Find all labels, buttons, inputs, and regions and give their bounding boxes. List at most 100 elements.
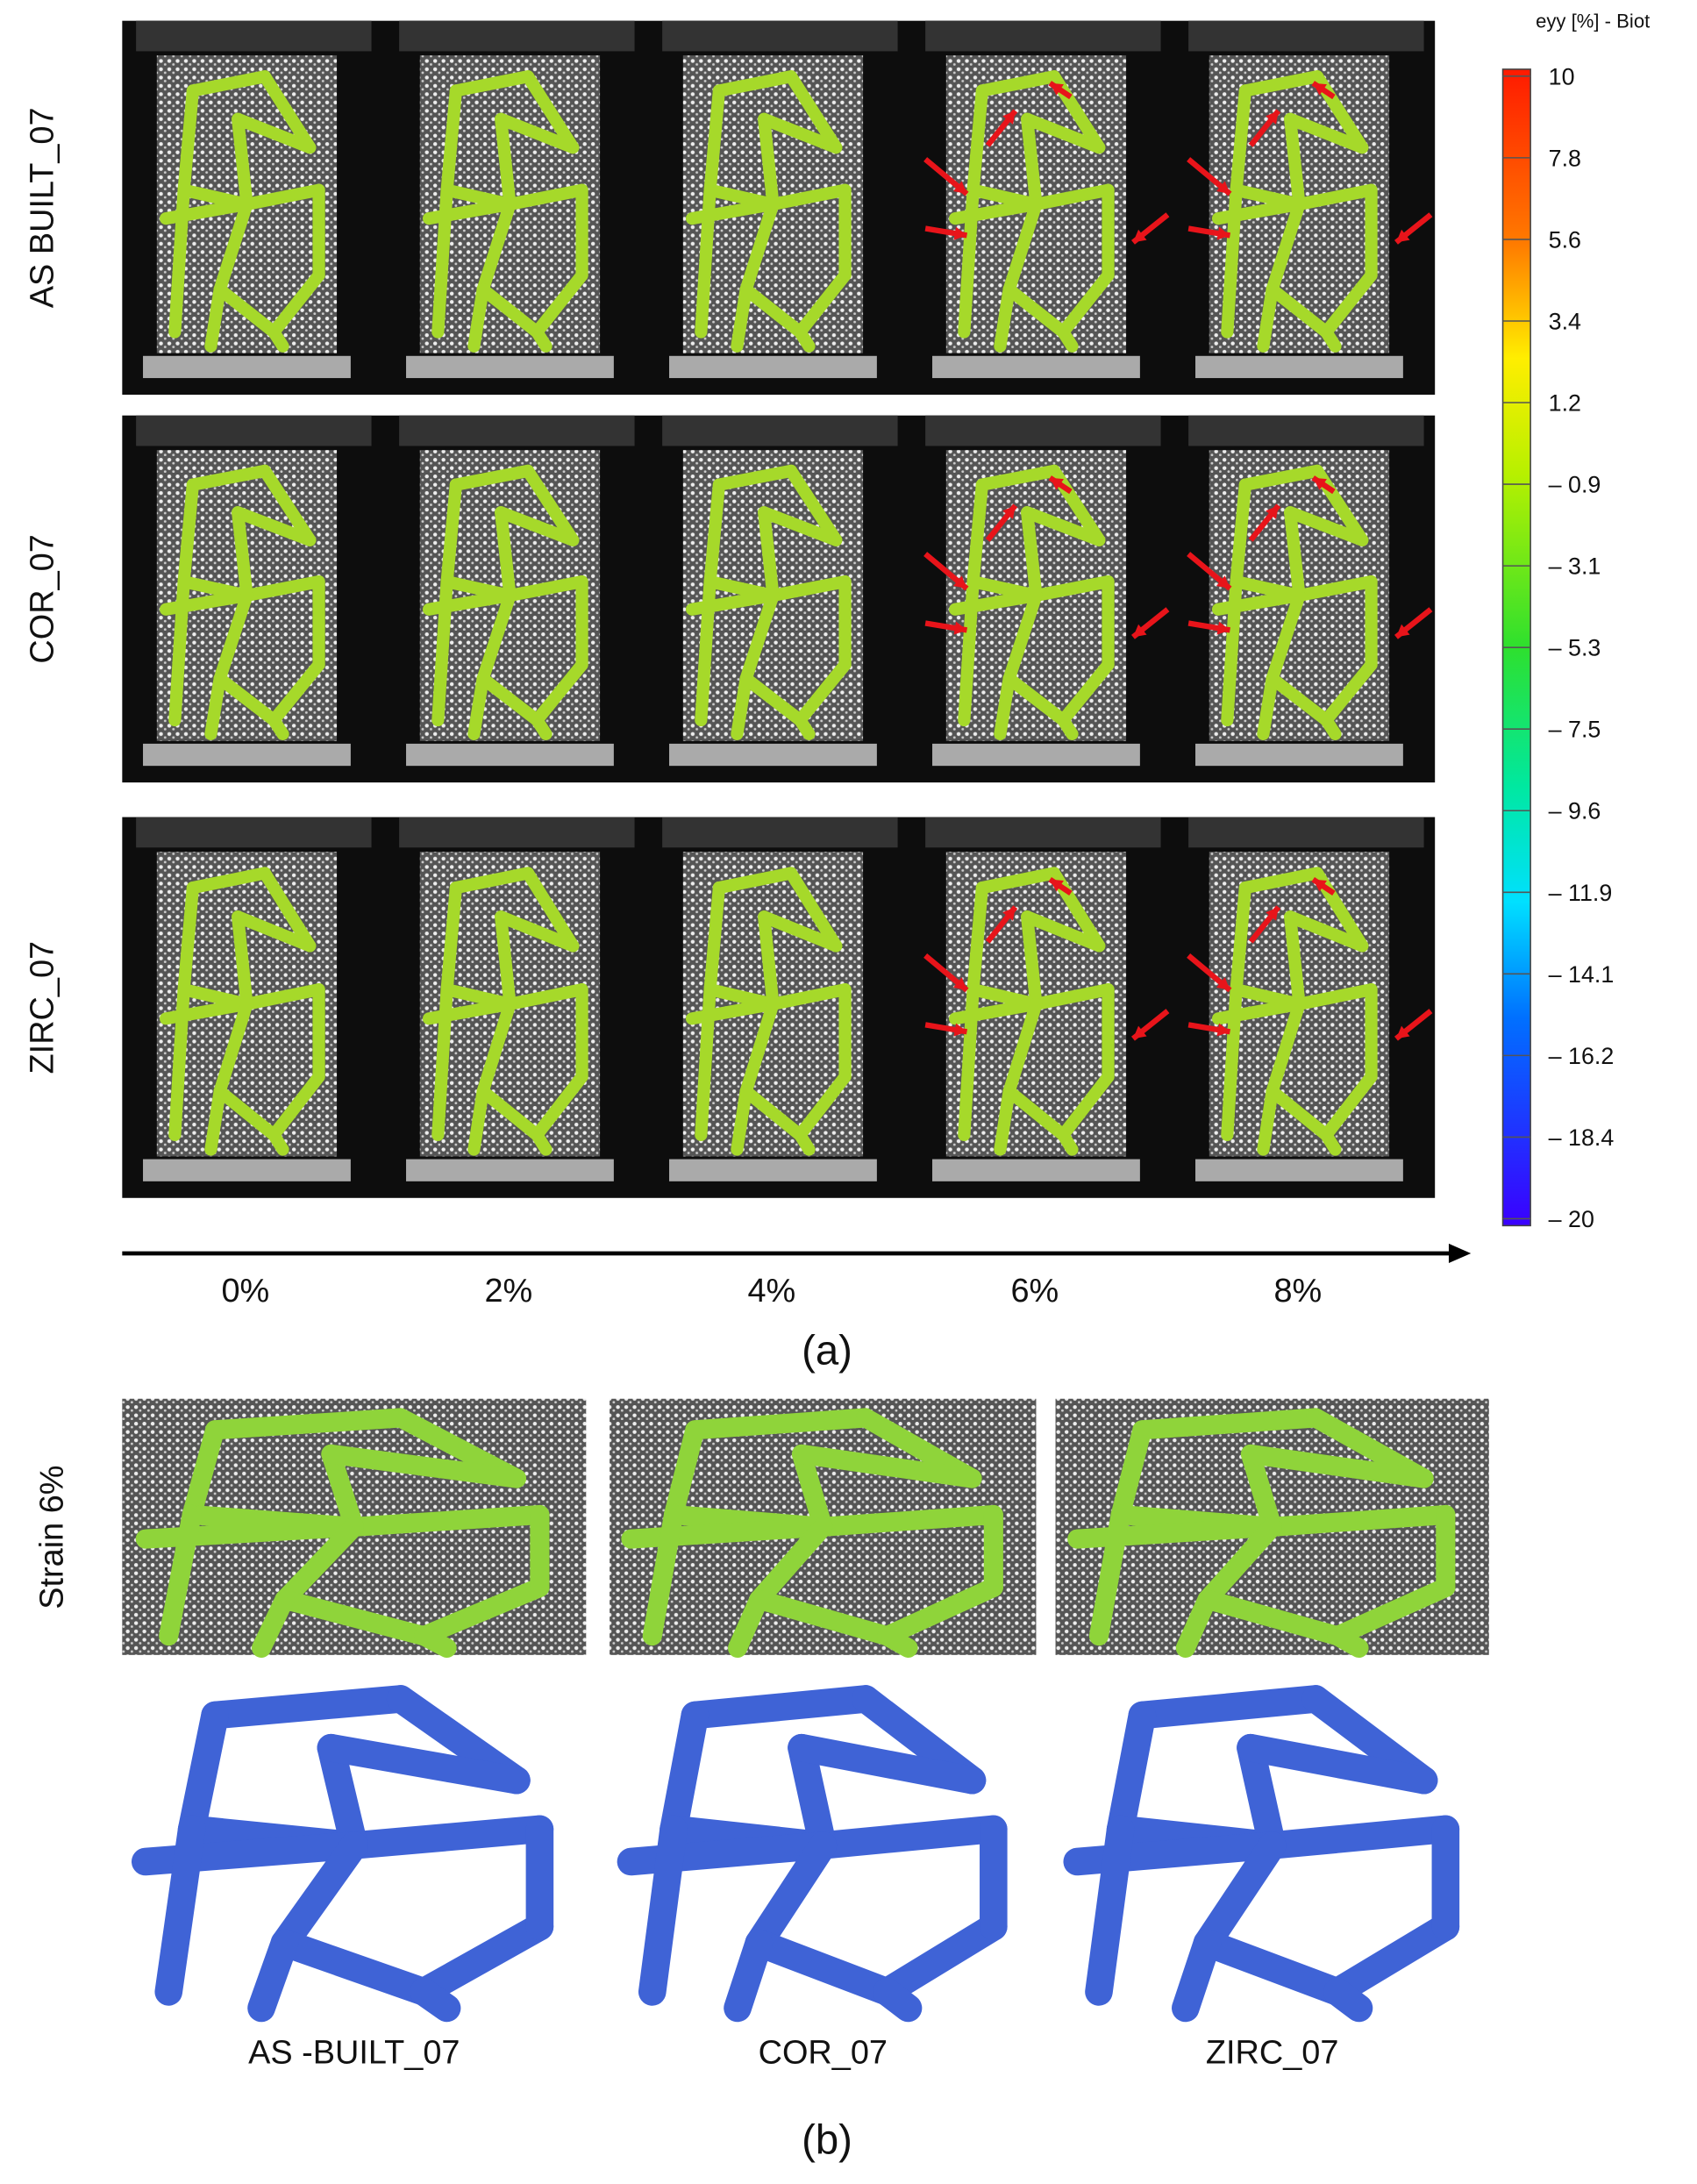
colorbar-tick-label: 10 bbox=[1549, 63, 1575, 89]
strut bbox=[1257, 672, 1279, 740]
red-arrowhead bbox=[1395, 624, 1410, 638]
strut bbox=[270, 1929, 438, 2006]
strut bbox=[758, 506, 780, 603]
strut bbox=[1257, 282, 1279, 353]
strut bbox=[794, 713, 816, 740]
strut bbox=[186, 464, 272, 491]
strut bbox=[695, 183, 717, 339]
base-plate bbox=[143, 1159, 351, 1181]
red-arrowhead bbox=[1266, 907, 1279, 921]
strut bbox=[767, 575, 852, 603]
strut bbox=[745, 1929, 902, 2006]
red-arrowhead bbox=[1050, 879, 1064, 892]
strut bbox=[1193, 1929, 1351, 2006]
strut bbox=[258, 70, 317, 154]
strut bbox=[270, 1831, 368, 1958]
strut bbox=[476, 282, 544, 339]
caption: (a) bbox=[802, 1327, 852, 1374]
colorbar-tick-label: – 3.1 bbox=[1549, 553, 1601, 580]
strut bbox=[966, 84, 988, 196]
strut bbox=[168, 983, 190, 1142]
strut bbox=[621, 1517, 833, 1549]
strut bbox=[1284, 506, 1369, 546]
strut bbox=[431, 983, 453, 1142]
red-arrowhead bbox=[1216, 1023, 1230, 1037]
strut bbox=[476, 672, 544, 727]
strut bbox=[784, 867, 843, 953]
strut bbox=[1262, 1504, 1456, 1537]
loading-plate bbox=[1188, 20, 1424, 52]
strut bbox=[739, 589, 780, 685]
red-arrowhead bbox=[1002, 505, 1016, 519]
strut bbox=[232, 112, 253, 211]
strut bbox=[749, 1589, 897, 1646]
strut bbox=[1237, 1733, 1287, 1859]
strut bbox=[791, 1444, 982, 1488]
strut bbox=[1266, 997, 1306, 1098]
base-plate bbox=[406, 1159, 614, 1181]
strut bbox=[267, 325, 289, 353]
strut bbox=[1197, 1589, 1347, 1646]
strut bbox=[1238, 70, 1324, 97]
loading-plate bbox=[399, 20, 635, 52]
red-arrowhead bbox=[1216, 621, 1230, 635]
strut bbox=[873, 1912, 1008, 2006]
strut bbox=[177, 1701, 229, 1844]
strut bbox=[531, 658, 588, 727]
strut bbox=[449, 70, 535, 97]
colorbar-tick-label: – 20 bbox=[1549, 1206, 1594, 1232]
strut bbox=[1237, 1733, 1438, 1795]
strut bbox=[791, 1444, 833, 1537]
strut bbox=[1128, 1685, 1330, 1730]
strut bbox=[414, 1626, 457, 1658]
strut bbox=[703, 84, 725, 196]
strut bbox=[958, 183, 980, 339]
base-plate bbox=[932, 1159, 1140, 1181]
strut bbox=[168, 183, 190, 339]
base-plate bbox=[143, 355, 351, 379]
strut bbox=[1320, 268, 1378, 339]
red-arrowhead bbox=[1216, 977, 1230, 990]
strut bbox=[975, 464, 1061, 491]
red-arrowhead bbox=[1132, 229, 1147, 243]
strut bbox=[495, 506, 517, 603]
strut bbox=[340, 1815, 554, 1859]
strut bbox=[1320, 658, 1378, 727]
strut bbox=[794, 268, 852, 339]
strut bbox=[794, 1128, 816, 1156]
strut bbox=[431, 183, 453, 339]
colorbar-tick-label: – 18.4 bbox=[1549, 1124, 1615, 1151]
strut bbox=[449, 464, 535, 491]
strut bbox=[758, 112, 843, 154]
strut bbox=[1238, 867, 1324, 895]
strut bbox=[521, 464, 580, 546]
strut bbox=[638, 1815, 688, 2006]
strut bbox=[1284, 112, 1306, 211]
strut bbox=[745, 1831, 838, 1958]
strut bbox=[531, 1128, 553, 1156]
strut bbox=[1284, 112, 1369, 154]
strut bbox=[1284, 910, 1369, 953]
strut bbox=[213, 282, 281, 339]
strut bbox=[1057, 658, 1115, 727]
strut bbox=[476, 197, 517, 296]
strut bbox=[476, 997, 517, 1098]
red-arrowhead bbox=[1002, 907, 1016, 921]
strut bbox=[1002, 197, 1043, 296]
strut bbox=[1057, 1070, 1115, 1142]
strut bbox=[794, 325, 816, 353]
strut bbox=[1327, 1577, 1456, 1646]
strut bbox=[247, 1929, 299, 2023]
strut bbox=[1057, 325, 1079, 353]
strut bbox=[232, 112, 317, 154]
loading-plate bbox=[399, 817, 635, 848]
strut bbox=[788, 1733, 987, 1795]
loading-plate bbox=[1188, 817, 1424, 848]
strut bbox=[177, 881, 199, 996]
strut bbox=[258, 464, 317, 546]
colorbar-tick-label: 7.8 bbox=[1549, 145, 1581, 171]
strut bbox=[1221, 183, 1243, 339]
strut bbox=[495, 112, 580, 154]
strut bbox=[275, 1589, 434, 1646]
strut bbox=[410, 1978, 461, 2023]
